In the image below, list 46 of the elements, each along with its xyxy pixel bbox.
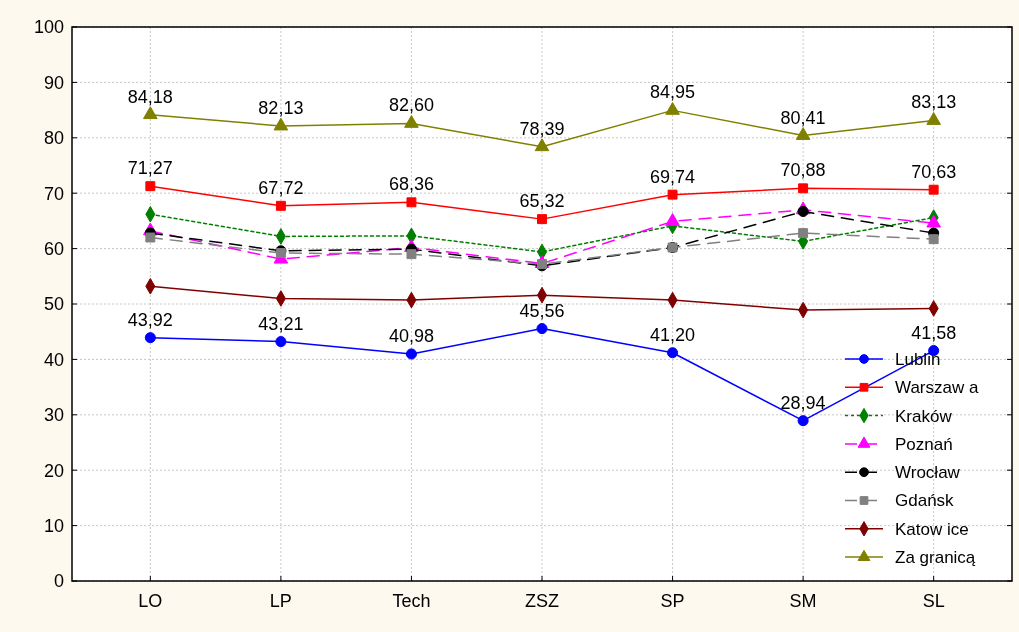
data-label: 70,88 (780, 160, 826, 181)
y-tick-label: 70 (43, 183, 64, 204)
data-label: 82,13 (258, 98, 304, 118)
legend-label: Za granicą (895, 548, 976, 568)
y-tick-label: 80 (43, 128, 64, 149)
data-label: 43,21 (258, 313, 304, 334)
data-label: 67,72 (258, 177, 304, 198)
x-tick-label: LO (138, 591, 163, 611)
data-label: 70,63 (911, 161, 957, 182)
data-label: 69,74 (650, 166, 696, 187)
data-label: 82,60 (388, 95, 434, 116)
data-label: 40,98 (388, 325, 434, 346)
data-label: 84,18 (127, 86, 173, 107)
data-label: 68,36 (388, 174, 434, 195)
y-tick-label: 0 (53, 571, 64, 592)
legend-label: Kraków (895, 406, 953, 426)
legend-label: Gdańsk (895, 491, 955, 511)
y-tick-label: 10 (43, 515, 64, 536)
data-label: 80,41 (780, 107, 826, 128)
y-tick-label: 100 (33, 17, 64, 38)
y-tick-label: 40 (43, 349, 64, 370)
legend-label: Katow ice (895, 519, 969, 539)
data-label: 43,92 (127, 309, 173, 330)
data-label: 65,32 (519, 191, 565, 212)
x-tick-label: Tech (392, 591, 431, 611)
data-label: 84,95 (650, 82, 696, 103)
x-tick-label: SP (660, 591, 685, 611)
legend-label: Poznań (895, 434, 953, 454)
data-label: 78,39 (519, 118, 565, 139)
y-tick-label: 30 (43, 405, 64, 426)
data-label: 45,56 (519, 300, 565, 321)
x-tick-label: LP (269, 591, 292, 611)
y-tick-label: 60 (43, 238, 64, 259)
legend-label: Wrocław (895, 463, 961, 483)
y-tick-label: 90 (43, 72, 64, 93)
legend-label: Warszaw a (895, 378, 979, 398)
data-label: 71,27 (127, 158, 173, 179)
y-tick-label: 50 (43, 294, 64, 315)
x-tick-label: SL (922, 591, 945, 611)
data-label: 83,13 (911, 92, 957, 113)
data-label: 41,58 (911, 322, 957, 343)
y-tick-label: 20 (43, 460, 64, 481)
data-label: 41,20 (650, 324, 696, 345)
x-tick-label: SM (789, 591, 817, 611)
data-label: 28,94 (780, 392, 826, 413)
x-tick-label: ZSZ (525, 591, 559, 611)
